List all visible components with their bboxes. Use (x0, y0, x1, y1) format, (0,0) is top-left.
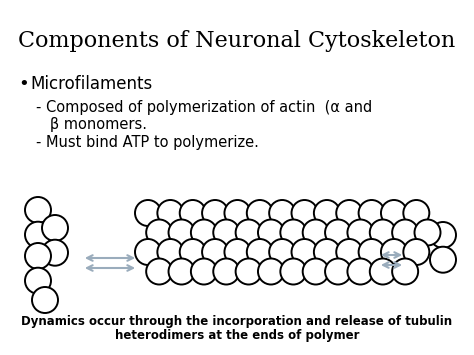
Circle shape (247, 200, 273, 226)
Circle shape (146, 219, 172, 246)
Circle shape (236, 219, 262, 246)
Circle shape (392, 219, 418, 246)
Circle shape (169, 219, 194, 246)
Circle shape (403, 200, 429, 226)
Circle shape (325, 219, 351, 246)
Circle shape (303, 258, 328, 284)
Circle shape (25, 268, 51, 294)
Circle shape (359, 200, 384, 226)
Circle shape (25, 243, 51, 269)
Circle shape (247, 239, 273, 265)
Text: heterodimers at the ends of polymer: heterodimers at the ends of polymer (115, 329, 359, 342)
Circle shape (336, 200, 362, 226)
Circle shape (269, 200, 295, 226)
Circle shape (280, 258, 306, 284)
Circle shape (191, 219, 217, 246)
Circle shape (135, 239, 161, 265)
Circle shape (213, 258, 239, 284)
Circle shape (157, 200, 183, 226)
Circle shape (314, 239, 340, 265)
Circle shape (42, 240, 68, 266)
Circle shape (42, 215, 68, 241)
Circle shape (381, 239, 407, 265)
Text: Dynamics occur through the incorporation and release of tubulin: Dynamics occur through the incorporation… (21, 315, 453, 328)
Circle shape (32, 287, 58, 313)
Circle shape (236, 258, 262, 284)
Circle shape (392, 258, 418, 284)
Circle shape (292, 200, 318, 226)
Text: •: • (18, 75, 29, 93)
Circle shape (292, 239, 318, 265)
Circle shape (403, 239, 429, 265)
Circle shape (213, 219, 239, 246)
Circle shape (180, 200, 206, 226)
Circle shape (347, 258, 374, 284)
Text: Components of Neuronal Cytoskeleton: Components of Neuronal Cytoskeleton (18, 30, 456, 52)
Text: Microfilaments: Microfilaments (30, 75, 152, 93)
Circle shape (258, 219, 284, 246)
Circle shape (258, 258, 284, 284)
Circle shape (169, 258, 194, 284)
Circle shape (370, 219, 396, 246)
Circle shape (359, 239, 384, 265)
Circle shape (347, 219, 374, 246)
Circle shape (135, 200, 161, 226)
Circle shape (280, 219, 306, 246)
Circle shape (225, 239, 250, 265)
Circle shape (269, 239, 295, 265)
Circle shape (25, 222, 51, 248)
Circle shape (202, 239, 228, 265)
Circle shape (400, 207, 426, 233)
Circle shape (336, 239, 362, 265)
Text: - Composed of polymerization of actin  (α and
   β monomers.: - Composed of polymerization of actin (α… (36, 100, 372, 132)
Text: - Must bind ATP to polymerize.: - Must bind ATP to polymerize. (36, 135, 259, 150)
Circle shape (325, 258, 351, 284)
Circle shape (146, 258, 172, 284)
Circle shape (381, 200, 407, 226)
Circle shape (430, 222, 456, 248)
Circle shape (202, 200, 228, 226)
Circle shape (430, 247, 456, 273)
Circle shape (370, 258, 396, 284)
Circle shape (157, 239, 183, 265)
Circle shape (314, 200, 340, 226)
Circle shape (400, 232, 426, 258)
Circle shape (191, 258, 217, 284)
Circle shape (303, 219, 328, 246)
Circle shape (25, 197, 51, 223)
Circle shape (225, 200, 250, 226)
Circle shape (180, 239, 206, 265)
Circle shape (414, 219, 440, 246)
